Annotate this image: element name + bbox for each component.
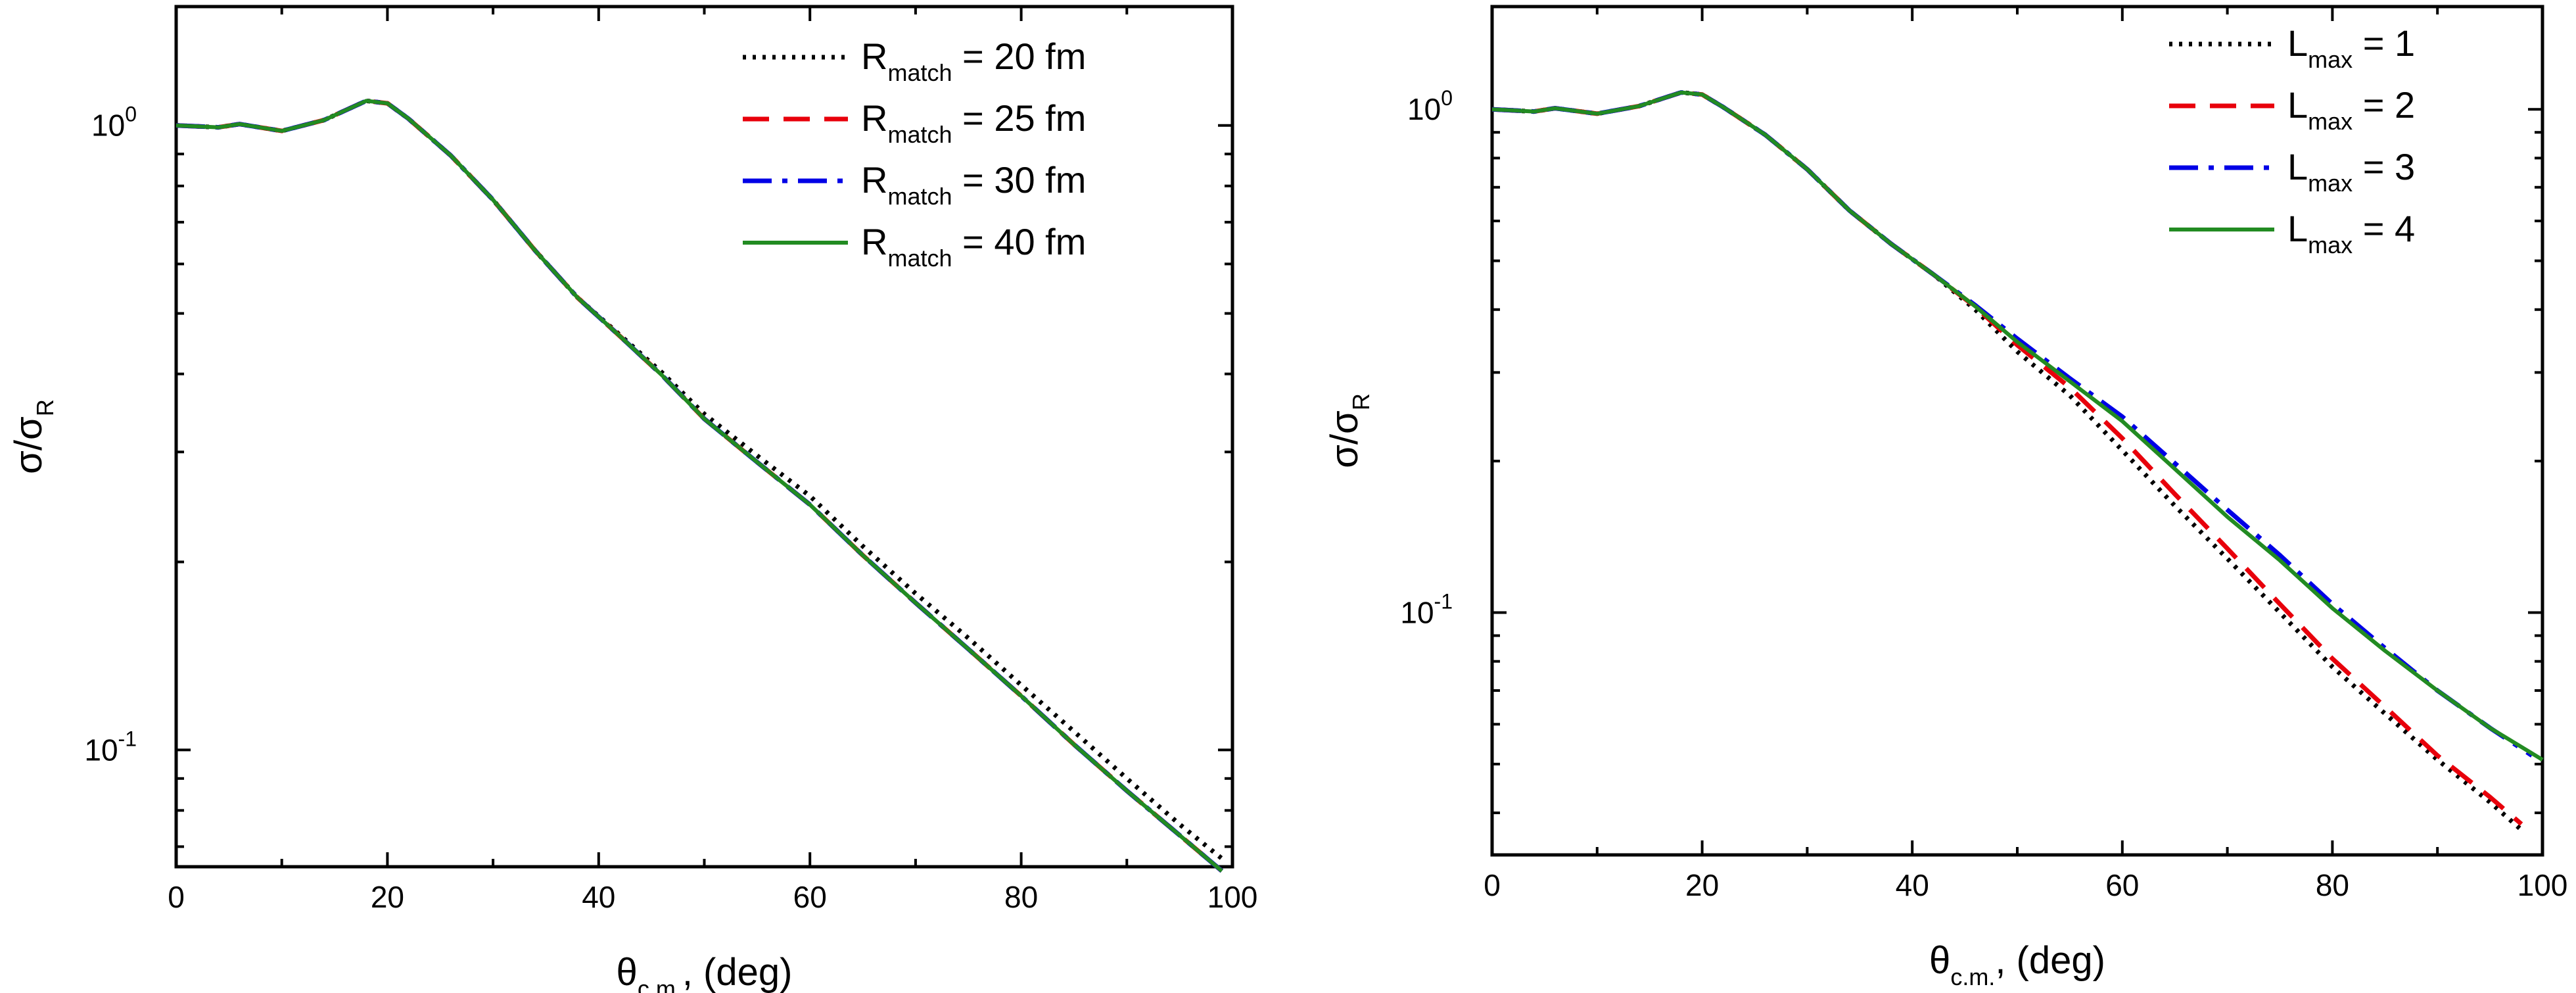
x-tick-label: 60 <box>793 880 827 914</box>
legend-label: Lmax = 2 <box>2287 84 2415 135</box>
plot-frame <box>1490 5 2544 857</box>
y-tick-base: 10 <box>1400 596 1434 630</box>
y-tick-exponent: -1 <box>118 727 137 750</box>
x-tick-label: 20 <box>1685 868 1719 902</box>
legend-subscript: max <box>2308 170 2353 197</box>
x-tick-label: 100 <box>2517 868 2568 902</box>
legend-label: Lmax = 1 <box>2287 22 2415 73</box>
legend-value: = 30 fm <box>952 159 1087 201</box>
legend-symbol: L <box>2287 146 2308 187</box>
legend-value: = 25 fm <box>952 97 1087 139</box>
y-axis-symbol: σ/σ <box>1323 410 1366 468</box>
series-line-4 <box>1491 90 2544 762</box>
legend-symbol: L <box>2287 22 2308 64</box>
legend-value: = 3 <box>2353 146 2415 187</box>
legend-subscript: max <box>2308 108 2353 135</box>
legend-symbol: R <box>861 221 887 262</box>
series-line-2 <box>1491 90 2523 826</box>
legend-value: = 40 fm <box>952 221 1087 262</box>
legend-symbol: R <box>861 36 887 77</box>
legend-symbol: R <box>861 159 887 201</box>
x-axis-title: θc.m., (deg) <box>617 951 793 993</box>
y-tick-label: 100 <box>1407 86 1453 126</box>
legend-subscript: match <box>887 183 952 210</box>
y-tick-label: 100 <box>91 103 137 143</box>
y-axis-symbol: σ/σ <box>7 416 50 474</box>
legend-label: Rmatch = 20 fm <box>861 36 1086 86</box>
legend-value: = 4 <box>2353 208 2415 249</box>
legend-subscript: max <box>2308 46 2353 73</box>
x-tick-label: 60 <box>2105 868 2139 902</box>
legend-subscript: match <box>887 245 952 272</box>
series-line-4 <box>176 99 1223 873</box>
y-tick-base: 10 <box>91 109 125 143</box>
y-tick-label: 10-1 <box>84 727 137 767</box>
legend-label: Rmatch = 30 fm <box>861 159 1086 210</box>
legend-value: = 1 <box>2353 22 2415 64</box>
y-tick-exponent: 0 <box>1441 86 1453 110</box>
y-tick-exponent: -1 <box>1434 590 1453 614</box>
legend-label: Lmax = 3 <box>2287 146 2415 197</box>
x-tick-label: 40 <box>582 880 615 914</box>
x-axis-symbol: θ <box>617 951 638 993</box>
x-tick-label: 20 <box>371 880 404 914</box>
x-tick-label: 80 <box>2316 868 2349 902</box>
y-axis-subscript: R <box>32 399 59 416</box>
x-tick-label: 100 <box>1207 880 1258 914</box>
x-axis-symbol: θ <box>1929 939 1950 982</box>
legend-subscript: match <box>887 121 952 148</box>
legend-symbol: L <box>2287 84 2308 126</box>
legend-value: = 2 <box>2353 84 2415 126</box>
x-axis-subscript: c.m. <box>1950 963 1995 990</box>
y-axis-title: σ/σR <box>1323 393 1374 468</box>
legend-label: Lmax = 4 <box>2287 208 2415 258</box>
y-tick-base: 10 <box>1407 92 1441 126</box>
legend-symbol: R <box>861 97 887 139</box>
x-axis-subscript: c.m. <box>638 975 682 993</box>
x-tick-label: 0 <box>168 880 185 914</box>
x-tick-label: 0 <box>1484 868 1501 902</box>
x-axis-unit: , (deg) <box>682 951 793 993</box>
legend-value: = 20 fm <box>952 36 1087 77</box>
series-line-1 <box>176 98 1224 861</box>
x-axis-unit: , (deg) <box>1995 939 2105 982</box>
x-tick-label: 40 <box>1896 868 1929 902</box>
legend-label: Rmatch = 40 fm <box>861 221 1086 272</box>
legend-symbol: L <box>2287 208 2308 249</box>
series-line-2 <box>176 98 1224 873</box>
series-line-1 <box>1491 90 2523 832</box>
series-line-3 <box>1491 90 2533 758</box>
y-axis-subscript: R <box>1347 393 1374 410</box>
x-axis-title: θc.m., (deg) <box>1929 939 2105 990</box>
x-tick-label: 80 <box>1004 880 1038 914</box>
legend-subscript: max <box>2308 231 2353 258</box>
y-tick-exponent: 0 <box>125 103 137 126</box>
legend-label: Rmatch = 25 fm <box>861 97 1086 148</box>
series-line-3 <box>176 98 1224 873</box>
y-axis-title: σ/σR <box>7 399 59 474</box>
y-tick-label: 10-1 <box>1400 590 1453 630</box>
y-tick-base: 10 <box>84 733 118 767</box>
legend-subscript: match <box>887 59 952 86</box>
